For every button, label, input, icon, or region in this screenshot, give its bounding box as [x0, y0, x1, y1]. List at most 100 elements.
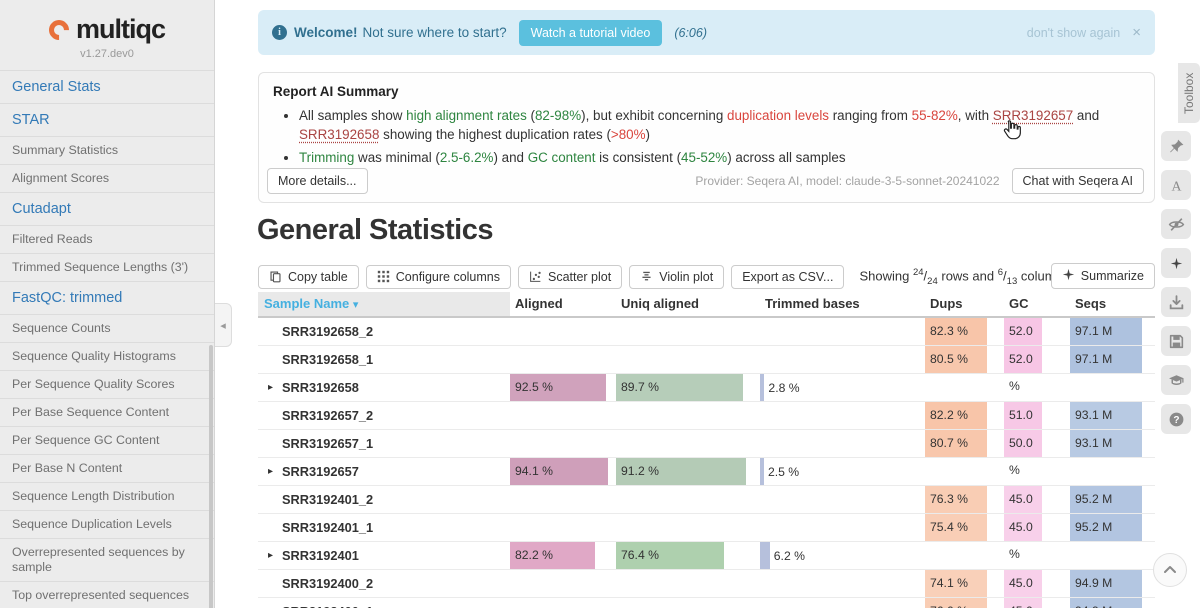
sidebar-item-summary-statistics[interactable]: Summary Statistics — [0, 136, 214, 164]
uniq-aligned-cell: 91.2 % — [616, 458, 758, 485]
seqs-cell: 95.2 M — [1070, 486, 1142, 513]
uniq-aligned-cell — [616, 346, 758, 373]
sample-link[interactable]: SRR3192657 — [992, 108, 1074, 123]
dups-cell — [925, 542, 987, 569]
sidebar-item-sequence-counts[interactable]: Sequence Counts — [0, 314, 214, 342]
watch-tutorial-button[interactable]: Watch a tutorial video — [518, 19, 663, 46]
toolbar-button-copy-table[interactable]: Copy table — [258, 264, 359, 289]
trimmed-bases-cell — [760, 430, 918, 457]
column-header-trimmed-bases[interactable]: Trimmed bases — [765, 296, 860, 311]
toolbar-button-label: Configure columns — [395, 269, 500, 284]
toolbox-sparkle-button[interactable] — [1161, 248, 1191, 278]
toolbox-pin-button[interactable] — [1161, 131, 1191, 161]
sample-name-label: SRR3192657_1 — [282, 436, 374, 451]
sidebar-item-fastqc-trimmed[interactable]: FastQC: trimmed — [0, 281, 214, 314]
trimmed-bases-cell — [760, 514, 918, 541]
toolbox-save-button[interactable] — [1161, 326, 1191, 356]
showing-summary: Showing 24/24 rows and 6/13 columns. — [859, 266, 1073, 287]
trimmed-value: 2.8 % — [768, 380, 800, 395]
uniq-aligned-cell — [616, 486, 758, 513]
table-row[interactable]: ▸ SRR3192657 94.1 % 91.2 % 2.5 % — [258, 458, 1155, 486]
column-header-gc[interactable]: GC — [1009, 296, 1029, 311]
sidebar-item-overrepresented-sequences-by-sample[interactable]: Overrepresented sequences by sample — [0, 538, 214, 581]
column-header-aligned[interactable]: Aligned — [515, 296, 563, 311]
trimmed-bases-cell — [760, 318, 918, 345]
sidebar-item-per-sequence-quality-scores[interactable]: Per Sequence Quality Scores — [0, 370, 214, 398]
scroll-to-top-button[interactable] — [1153, 553, 1187, 587]
trimmed-bases-cell: 2.8 % — [760, 374, 918, 401]
toolbar-button-export-as-csv-[interactable]: Export as CSV... — [731, 264, 845, 289]
table-row[interactable]: SRR3192401_1 75.4 % 45.0 % 95.2 M — [258, 514, 1155, 561]
summarize-button[interactable]: Summarize — [1050, 263, 1155, 289]
seqs-cell: 94.9 M — [1070, 598, 1142, 608]
table-row[interactable]: SRR3192658_1 80.5 % 52.0 % 97.1 M — [258, 346, 1155, 393]
sidebar-item-star[interactable]: STAR — [0, 103, 214, 136]
sidebar-item-per-base-n-content[interactable]: Per Base N Content — [0, 454, 214, 482]
table-row[interactable]: SRR3192400_2 74.1 % 45.0 % 94.9 M — [258, 570, 1155, 608]
table-row[interactable]: SRR3192657_2 82.2 % 51.0 % 93.1 M — [258, 402, 1155, 449]
ai-text-segment: All samples show — [299, 108, 407, 123]
sidebar-item-sequence-quality-histograms[interactable]: Sequence Quality Histograms — [0, 342, 214, 370]
trimmed-bases-cell — [760, 402, 918, 429]
ai-text-segment: ), but exhibit concerning — [581, 108, 728, 123]
sample-name-cell: SRR3192657_2 — [258, 402, 510, 429]
ai-summary-bullet: All samples show high alignment rates (8… — [299, 107, 1140, 144]
sample-link[interactable]: SRR3192658 — [299, 126, 380, 142]
toolbox-question-button[interactable]: ? — [1161, 404, 1191, 434]
sidebar-item-trimmed-sequence-lengths-3-[interactable]: Trimmed Sequence Lengths (3') — [0, 253, 214, 281]
toolbar-button-configure-columns[interactable]: Configure columns — [365, 264, 511, 289]
table-row[interactable]: SRR3192657_1 80.7 % 50.0 % 93.1 M — [258, 430, 1155, 477]
seqs-cell — [1070, 374, 1142, 401]
trimmed-bases-cell — [760, 346, 918, 373]
chat-with-seqera-button[interactable]: Chat with Seqera AI — [1011, 168, 1144, 194]
column-header-seqs[interactable]: Seqs — [1075, 296, 1107, 311]
sidebar-item-alignment-scores[interactable]: Alignment Scores — [0, 164, 214, 192]
svg-text:A: A — [1171, 178, 1181, 193]
ai-summary-bullet: Trimming was minimal (2.5-6.2%) and GC c… — [299, 149, 1140, 168]
aligned-value: 92.5 % — [515, 380, 553, 394]
triangle-right-icon[interactable]: ▸ — [268, 550, 274, 561]
dont-show-again-link[interactable]: don't show again — [1026, 25, 1121, 40]
trimmed-bar — [760, 542, 770, 569]
toolbox-letter-a-button[interactable]: A — [1161, 170, 1191, 200]
sidebar-collapse-handle[interactable]: ◂ — [215, 303, 232, 347]
triangle-right-icon[interactable]: ▸ — [268, 466, 274, 477]
sidebar-item-general-stats[interactable]: General Stats — [0, 70, 214, 103]
aligned-value: 82.2 % — [515, 548, 553, 562]
table-row[interactable]: SRR3192400_1 76.0 % 45.0 % 94.9 M — [258, 598, 1155, 608]
more-details-button[interactable]: More details... — [267, 168, 368, 194]
sidebar-item-sequence-duplication-levels[interactable]: Sequence Duplication Levels — [0, 510, 214, 538]
toolbox-eye-slash-button[interactable] — [1161, 209, 1191, 239]
table-row[interactable]: SRR3192401_2 76.3 % 45.0 % 95.2 M — [258, 486, 1155, 533]
gc-cell: 50.0 % — [1004, 430, 1042, 477]
table-row[interactable]: SRR3192658_2 82.3 % 52.0 % 97.1 M — [258, 318, 1155, 365]
dups-cell: 82.3 % — [925, 318, 987, 345]
sidebar-item-sequence-length-distribution[interactable]: Sequence Length Distribution — [0, 482, 214, 510]
sample-name-cell: ▸ SRR3192401 — [258, 542, 510, 569]
column-header-sample-name[interactable]: Sample Name ▾ — [258, 292, 510, 316]
toolbar-button-scatter-plot[interactable]: Scatter plot — [517, 264, 623, 289]
table-row[interactable]: ▸ SRR3192658 92.5 % 89.7 % 2.8 % — [258, 374, 1155, 402]
sidebar-item-per-sequence-gc-content[interactable]: Per Sequence GC Content — [0, 426, 214, 454]
sidebar-scrollbar[interactable] — [209, 345, 213, 608]
page-title: General Statistics — [257, 214, 494, 246]
table-row[interactable]: ▸ SRR3192401 82.2 % 76.4 % 6.2 % — [258, 542, 1155, 570]
sidebar-item-cutadapt[interactable]: Cutadapt — [0, 192, 214, 225]
triangle-right-icon[interactable]: ▸ — [268, 382, 274, 393]
toolbox-grad-cap-button[interactable] — [1161, 365, 1191, 395]
logo[interactable]: multiqc v1.27.dev0 — [0, 0, 214, 70]
grad-cap-icon — [1168, 372, 1185, 389]
gc-cell: 45.0 % — [1004, 598, 1042, 608]
toolbox-download-button[interactable] — [1161, 287, 1191, 317]
column-header-dups[interactable]: Dups — [930, 296, 963, 311]
close-icon[interactable]: × — [1132, 24, 1141, 41]
sidebar-item-per-base-sequence-content[interactable]: Per Base Sequence Content — [0, 398, 214, 426]
toolbar-button-label: Copy table — [288, 269, 348, 284]
toolbox-tab[interactable]: Toolbox — [1178, 63, 1200, 123]
sidebar-item-filtered-reads[interactable]: Filtered Reads — [0, 225, 214, 253]
toolbar-button-violin-plot[interactable]: Violin plot — [629, 264, 725, 289]
ai-text-segment: high alignment rates — [406, 108, 527, 123]
sidebar-item-top-overrepresented-sequences[interactable]: Top overrepresented sequences — [0, 581, 214, 608]
column-header-uniq-aligned[interactable]: Uniq aligned — [621, 296, 699, 311]
